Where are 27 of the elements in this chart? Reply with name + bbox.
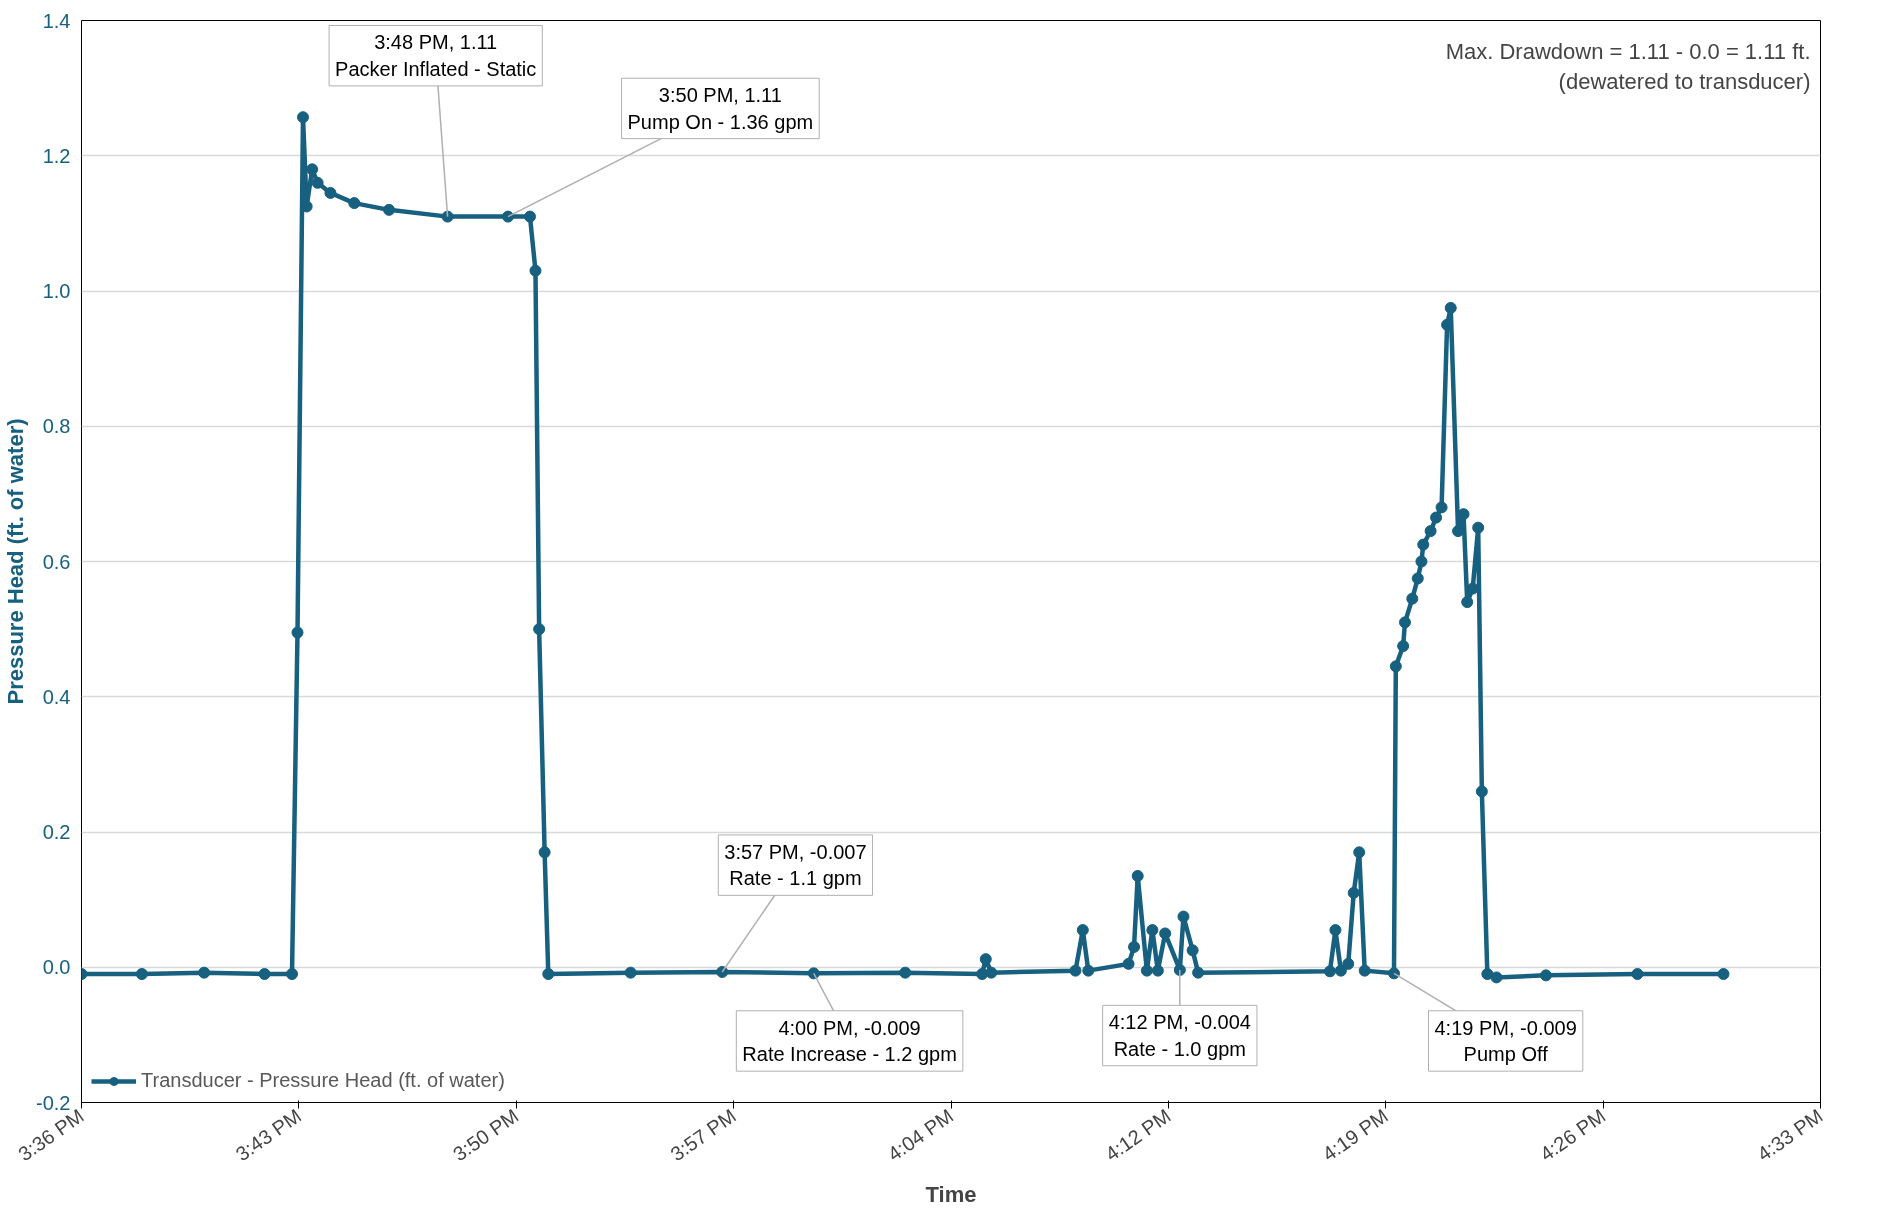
y-tick-label: -0.2: [36, 1091, 71, 1114]
x-tick-label: 3:50 PM: [448, 1104, 523, 1166]
legend-label: Transducer - Pressure Head (ft. of water): [141, 1069, 505, 1092]
x-tick-label: 4:19 PM: [1318, 1104, 1393, 1166]
annotation: 4:19 PM, -0.009 Pump Off: [1434, 1016, 1577, 1066]
x-tick-label: 3:57 PM: [666, 1104, 740, 1166]
x-tick-label: 4:12 PM: [1101, 1104, 1175, 1166]
annotation: 4:00 PM, -0.009 Rate Increase - 1.2 gpm: [742, 1016, 957, 1066]
y-tick-label: 1.2: [42, 144, 71, 167]
y-tick-label: 0.2: [42, 821, 71, 843]
x-tick-label: 4:33 PM: [1753, 1104, 1827, 1166]
annotation: Max. Drawdown = 1.11 - 0.0 = 1.11 ft. (dewatered to transducer): [1445, 38, 1811, 94]
y-tick-label: 1.4: [42, 9, 71, 32]
y-tick-label: 1.0: [42, 280, 71, 302]
y-tick-label: 0.4: [42, 685, 71, 708]
annotation: 3:50 PM, 1.11 Pump On - 1.36 gpm: [627, 84, 814, 133]
x-tick-label: 3:43 PM: [231, 1104, 306, 1166]
y-tick-label: 0.6: [42, 550, 71, 573]
x-axis-title: Time: [925, 1182, 977, 1208]
x-tick-label: 4:04 PM: [883, 1104, 958, 1166]
annotation: 4:12 PM, -0.004 Rate - 1.0 gpm: [1108, 1011, 1251, 1060]
y-tick-label: 0.0: [42, 956, 71, 979]
annotation: 3:48 PM, 1.11 Packer Inflated - Static: [335, 31, 537, 80]
y-tick-label: 0.8: [42, 415, 71, 438]
x-tick-label: 4:26 PM: [1535, 1104, 1610, 1166]
y-axis-title: Pressure Head (ft. of water): [3, 418, 29, 705]
annotation: 3:57 PM, -0.007 Rate - 1.1 gpm: [724, 840, 867, 890]
